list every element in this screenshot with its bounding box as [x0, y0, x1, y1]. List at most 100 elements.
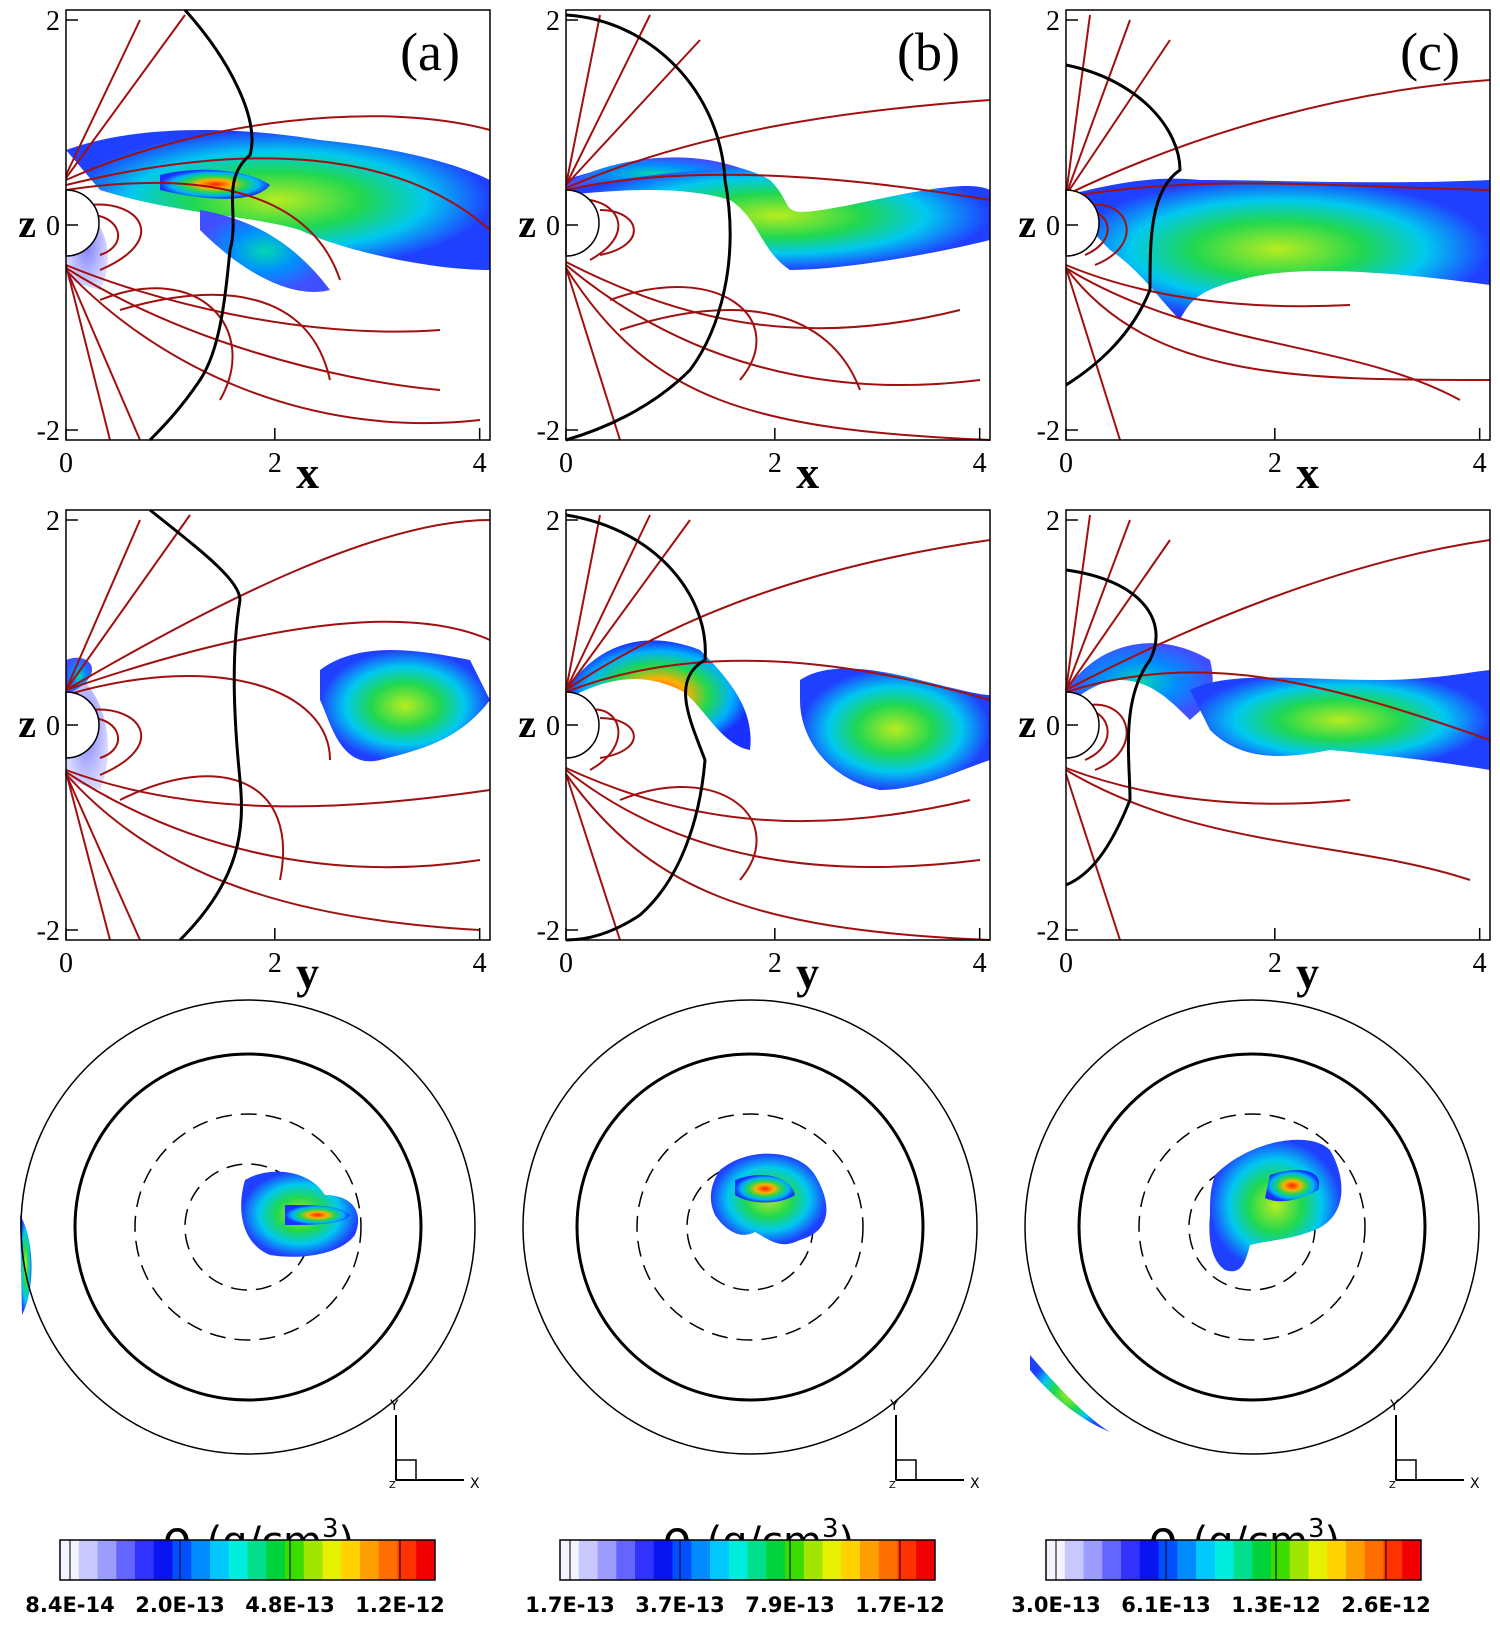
y-tick-label: 0 — [546, 211, 560, 242]
field-lines — [1065, 14, 1491, 441]
dashed-circle-outer — [636, 1113, 864, 1341]
y-axis-label: z — [1018, 201, 1036, 246]
colorbar-swatch — [710, 1540, 730, 1580]
x-tick-label: 0 — [559, 448, 573, 479]
x-tick-label: 2 — [768, 948, 782, 979]
colorbar-swatch — [822, 1540, 842, 1580]
y-tick-label: -2 — [37, 416, 60, 447]
colorbar-tick-label: 8.4E-14 — [25, 1593, 115, 1617]
shock-boundary — [149, 508, 243, 942]
colorbar-swatch — [116, 1540, 136, 1580]
yz-axes-2: 0 2 420-2yz — [518, 506, 991, 998]
xz-axes-2: 0 2 420-2xz(b) — [518, 6, 991, 498]
y-tick-label: 2 — [1046, 506, 1060, 537]
colorbar-swatch — [416, 1540, 436, 1580]
colorbar-swatch — [1308, 1540, 1328, 1580]
y-tick-label: 2 — [1046, 6, 1060, 37]
density-blob — [1209, 1139, 1342, 1272]
colorbar-frame — [559, 1539, 936, 1581]
y-axis-label: z — [518, 201, 536, 246]
colorbar-frame — [59, 1539, 436, 1581]
z-axis-box — [895, 1459, 917, 1481]
colorbar-tick-label: 1.7E-12 — [855, 1593, 945, 1617]
colorbar-swatch — [1346, 1540, 1366, 1580]
x-tick-label: 0 — [59, 448, 73, 479]
y-tick-label: -2 — [1037, 916, 1060, 947]
colorbar-swatch — [916, 1540, 936, 1580]
axis-triad: Y X Z — [889, 1398, 980, 1492]
colorbar-swatch — [785, 1540, 805, 1580]
density-stream — [1190, 670, 1490, 770]
colorbar-swatch — [672, 1540, 692, 1580]
colorbar-swatch — [210, 1540, 230, 1580]
x-tick-label: 4 — [973, 448, 987, 479]
colorbar-tick-label: 7.9E-13 — [745, 1593, 835, 1617]
y-tick-label: 0 — [46, 211, 60, 242]
colorbar-swatch — [172, 1540, 192, 1580]
colorbar-swatch — [247, 1540, 267, 1580]
shock-boundary — [565, 513, 707, 942]
colorbar-swatch — [897, 1540, 917, 1580]
x-tick-label: 2 — [268, 948, 282, 979]
field-lines — [565, 514, 991, 941]
polar-axis-z-label: Z — [389, 1480, 396, 1491]
y-tick-label: 2 — [46, 6, 60, 37]
colorbar-tick-label: 2.6E-12 — [1341, 1593, 1431, 1617]
panel-label: (c) — [1400, 22, 1460, 82]
colorbar-swatch — [135, 1540, 155, 1580]
colorbar-swatch — [747, 1540, 767, 1580]
colorbar-tick-label: 1.3E-12 — [1231, 1593, 1321, 1617]
yz-panel-b — [565, 513, 991, 942]
sun-disk — [1065, 691, 1100, 759]
x-tick-label: 2 — [1268, 448, 1282, 479]
colorbar-swatch — [78, 1540, 98, 1580]
colorbar-swatch — [691, 1540, 711, 1580]
xz-panel-c — [1065, 14, 1491, 441]
y-axis-label: z — [18, 701, 36, 746]
colorbar-swatch — [1402, 1540, 1422, 1580]
density-arc — [566, 157, 740, 190]
outer-circle — [20, 999, 476, 1455]
colorbar-swatch — [1196, 1540, 1216, 1580]
panel-label: (b) — [897, 22, 960, 82]
colorbar-swatch — [635, 1540, 655, 1580]
field-lines — [1065, 514, 1491, 941]
density-stream — [1066, 178, 1490, 320]
polar-axis-x-label: X — [970, 1476, 980, 1492]
y-axis-label: z — [1018, 701, 1036, 746]
axis-triad: Y X Z — [1389, 1398, 1480, 1492]
x-axis-label: x — [1296, 447, 1319, 498]
colorbar-swatch — [97, 1540, 117, 1580]
x-axis-label: x — [796, 447, 819, 498]
polar-panel-a — [20, 999, 476, 1455]
x-tick-label: 2 — [768, 448, 782, 479]
colorbar-swatch — [653, 1540, 673, 1580]
density-core — [285, 1205, 350, 1225]
colorbar-swatch — [228, 1540, 248, 1580]
colorbar-swatch — [1158, 1540, 1178, 1580]
density-stream — [566, 161, 990, 270]
colorbar-swatch — [1383, 1540, 1403, 1580]
colorbar-tick-label: 1.2E-12 — [355, 1593, 445, 1617]
shock-boundary — [1065, 568, 1158, 887]
colorbar-swatch — [322, 1540, 342, 1580]
y-tick-label: -2 — [537, 416, 560, 447]
yz-axes-3: 0 2 420-2yz — [1018, 506, 1491, 998]
sun-disk — [565, 691, 600, 759]
colorbar-swatch — [578, 1540, 598, 1580]
polar-axis-y-label: Y — [1389, 1398, 1399, 1414]
colorbar-swatch — [1139, 1540, 1159, 1580]
colorbar-tick-label: 6.1E-13 — [1121, 1593, 1211, 1617]
colorbar-swatch — [616, 1540, 636, 1580]
shock-boundary — [1065, 63, 1182, 387]
shock-boundary — [148, 8, 254, 442]
colorbar-swatch — [378, 1540, 398, 1580]
colorbar-swatch — [728, 1540, 748, 1580]
axis-triad: Y X Z — [389, 1398, 480, 1492]
density-core — [1265, 1170, 1320, 1202]
colorbar-tick-label: 2.0E-13 — [135, 1593, 225, 1617]
xz-axes-3: 0 2 420-2xz(c) — [1018, 6, 1491, 498]
outer-circle — [1024, 999, 1480, 1455]
x-tick-label: 4 — [1473, 948, 1487, 979]
